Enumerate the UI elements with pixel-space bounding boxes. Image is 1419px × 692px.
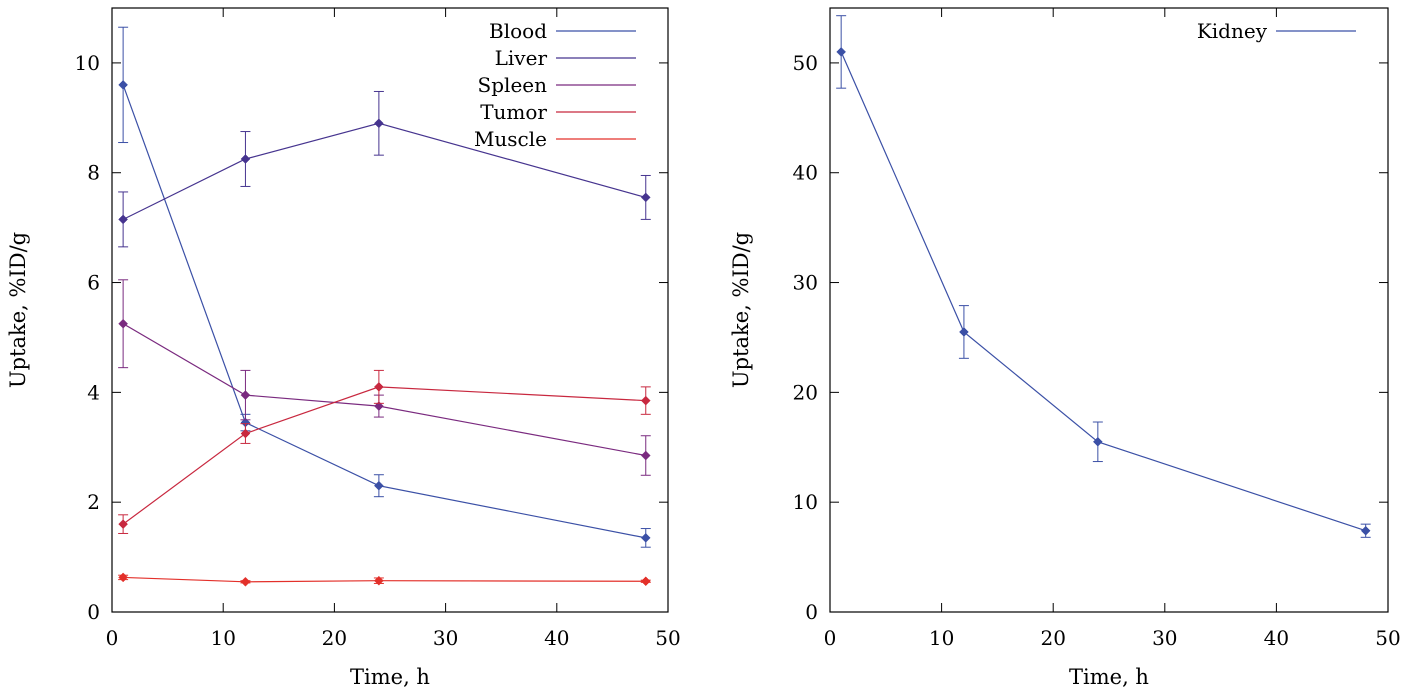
data-point-kidney — [1360, 525, 1371, 536]
y-tick-label: 30 — [793, 271, 818, 295]
x-axis-label: Time, h — [1069, 665, 1149, 689]
x-tick-label: 10 — [929, 626, 954, 650]
series-line-muscle — [123, 576, 646, 583]
legend-label-tumor: Tumor — [480, 100, 547, 124]
data-point-blood — [640, 533, 651, 543]
plot-frame — [111, 7, 669, 613]
data-point-liver — [374, 118, 384, 129]
y-tick-label: 6 — [87, 271, 100, 295]
x-tick-label: 50 — [655, 626, 680, 650]
legend-label-blood: Blood — [489, 19, 547, 43]
data-point-spleen — [118, 318, 128, 329]
y-tick-label: 40 — [793, 161, 818, 185]
y-axis-label: Uptake, %ID/g — [6, 232, 30, 388]
data-point-blood — [374, 480, 384, 491]
series-line-liver — [122, 122, 646, 220]
data-point-tumor — [118, 519, 128, 529]
legend-label-spleen: Spleen — [478, 73, 548, 97]
y-tick-label: 8 — [87, 161, 100, 185]
uptake-kidney-chart: 0 10 20 30 40 50 0 10 20 30 40 50 Time, h Uptake, %ID… — [729, 7, 1401, 689]
uptake-organs-chart: 0 10 20 30 40 50 0 2 4 6 8 10 Time, h Uptake, %ID/g Bl… — [6, 7, 681, 689]
data-point-liver — [240, 154, 251, 164]
x-tick-label: 20 — [322, 626, 347, 650]
data-point-tumor — [240, 428, 251, 439]
x-tick-label: 0 — [824, 626, 837, 650]
data-point-muscle — [374, 575, 384, 586]
y-tick-label: 10 — [75, 51, 100, 75]
y-tick-label: 0 — [805, 600, 818, 624]
x-tick-label: 30 — [433, 626, 458, 650]
plot-frame — [829, 7, 1389, 613]
y-tick-label: 0 — [87, 600, 100, 624]
y-tick-label: 2 — [87, 490, 100, 514]
data-point-liver — [640, 192, 651, 203]
x-tick-label: 10 — [210, 626, 235, 650]
data-point-kidney — [836, 47, 847, 57]
series-line-blood — [122, 84, 646, 539]
x-tick-label: 40 — [544, 626, 569, 650]
data-point-kidney — [1092, 436, 1103, 447]
legend-label-kidney: Kidney — [1197, 19, 1268, 43]
x-tick-label: 30 — [1152, 626, 1177, 650]
series-line-tumor — [122, 386, 646, 525]
y-tick-label: 4 — [87, 380, 100, 404]
x-axis-label: Time, h — [350, 665, 430, 689]
series-line-spleen — [122, 323, 646, 457]
legend-label-muscle: Muscle — [474, 127, 547, 151]
data-point-tumor — [374, 382, 384, 392]
y-tick-label: 50 — [793, 51, 818, 75]
x-tick-label: 50 — [1375, 626, 1400, 650]
x-tick-label: 40 — [1264, 626, 1289, 650]
data-point-spleen — [240, 390, 251, 400]
data-point-muscle — [118, 572, 128, 583]
y-tick-label: 10 — [793, 490, 818, 514]
data-point-tumor — [640, 395, 651, 406]
y-tick-label: 20 — [793, 380, 818, 404]
data-point-spleen — [640, 450, 651, 461]
data-point-blood — [118, 80, 128, 90]
y-axis-label: Uptake, %ID/g — [729, 232, 753, 388]
data-point-muscle — [640, 576, 651, 587]
data-point-muscle — [240, 576, 251, 587]
data-point-liver — [118, 214, 128, 225]
x-tick-label: 0 — [106, 626, 119, 650]
legend-label-liver: Liver — [495, 46, 548, 70]
data-point-kidney — [959, 327, 969, 337]
series-line-kidney — [840, 51, 1366, 532]
x-tick-label: 20 — [1040, 626, 1065, 650]
